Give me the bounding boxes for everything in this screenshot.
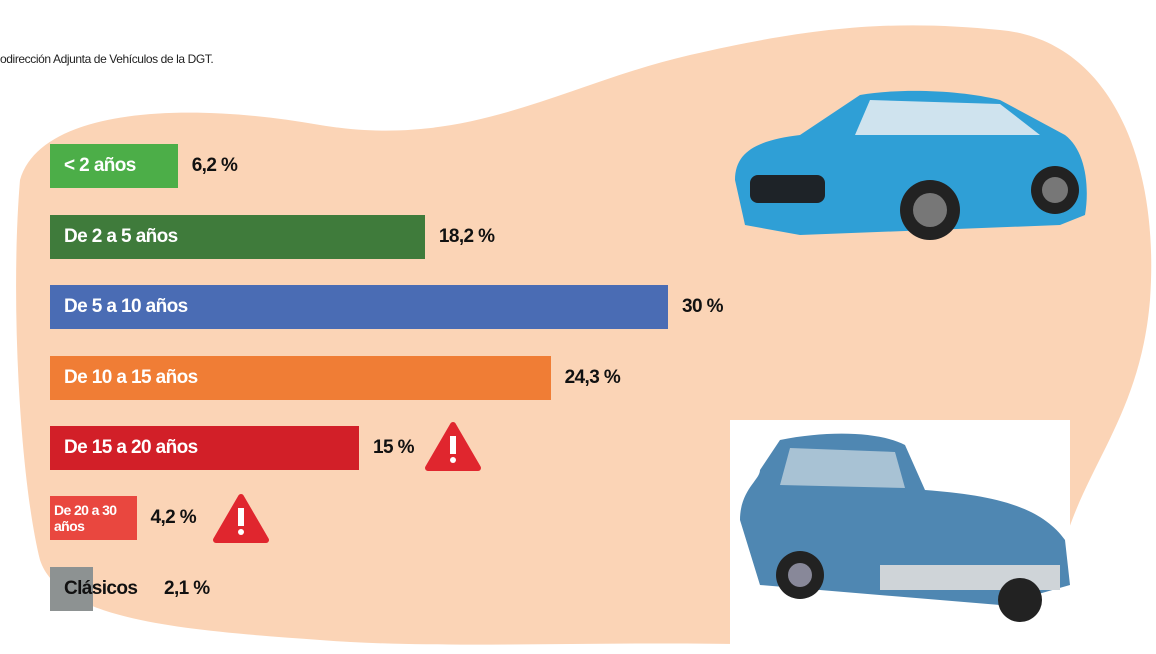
value-label: 2,1 % — [164, 578, 210, 599]
bar: Clásicos — [50, 567, 138, 611]
bar-label: De 2 a 5 años — [64, 226, 178, 247]
value-label: 15 % — [373, 437, 415, 458]
bar: De 5 a 10 años — [50, 285, 668, 329]
value-label: 24,3 % — [564, 367, 621, 388]
bar-label: De 15 a 20 años — [64, 437, 198, 458]
value-label: 18,2 % — [438, 226, 495, 247]
bar: < 2 años — [50, 144, 178, 188]
bar: De 20 a 30 años — [50, 496, 137, 540]
warning-icon — [425, 422, 481, 471]
bar-label: De 5 a 10 años — [64, 296, 188, 317]
modern-car — [735, 90, 1087, 240]
bar-label: De 10 a 15 años — [64, 367, 198, 388]
value-label: 30 % — [682, 296, 724, 317]
bar-label: De 20 a 30 años — [54, 502, 117, 534]
warning-icon — [213, 494, 269, 543]
value-label: 4,2 % — [150, 507, 197, 528]
old-car — [730, 420, 1070, 650]
bar: De 15 a 20 años — [50, 426, 359, 470]
value-label: 6,2 % — [191, 155, 238, 176]
bar-label: < 2 años — [64, 155, 136, 176]
bar: De 10 a 15 años — [50, 356, 551, 400]
bar-label: Clásicos — [64, 578, 138, 599]
bar: De 2 a 5 años — [50, 215, 425, 259]
source-note: odirección Adjunta de Vehículos de la DG… — [0, 52, 214, 66]
